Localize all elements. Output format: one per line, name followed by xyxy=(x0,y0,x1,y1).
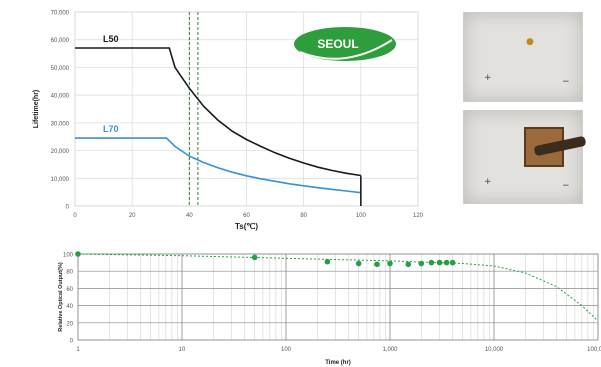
plus-marker-icon: + xyxy=(484,177,492,187)
series-label-l70: L70 xyxy=(103,124,119,134)
data-point xyxy=(251,254,258,261)
x-tick-label: 100,000 xyxy=(587,347,601,353)
led-sample-photo-top: ● + − xyxy=(463,12,583,102)
y-tick-label: 50,000 xyxy=(51,66,70,72)
x-tick-label: 1,000 xyxy=(382,347,398,353)
y-tick-label: 40,000 xyxy=(51,94,70,100)
x-tick-label: 1 xyxy=(76,347,80,353)
y-tick-label: 20,000 xyxy=(51,149,70,155)
data-point xyxy=(443,259,450,266)
led-dot-icon: ● xyxy=(526,37,534,47)
seoul-logo-text: SEOUL xyxy=(317,37,358,51)
x-tick-label: 10 xyxy=(179,347,186,353)
minus-marker-icon: − xyxy=(562,77,570,87)
minus-marker-icon: − xyxy=(562,181,570,191)
x-tick-label: 60 xyxy=(243,213,250,219)
series-label-l50: L50 xyxy=(103,34,119,44)
trend-line xyxy=(77,253,599,322)
y-axis-title-2: Relative Optical Output(%) xyxy=(58,262,64,332)
data-point xyxy=(449,259,456,266)
x-axis-title-1: Ts(℃) xyxy=(235,222,258,231)
data-point xyxy=(374,261,380,268)
y-tick-label: 60,000 xyxy=(51,38,70,44)
x-tick-label: 0 xyxy=(73,213,77,219)
y-tick-label: 20 xyxy=(66,321,73,327)
data-point xyxy=(324,258,331,265)
y-tick-label: 0 xyxy=(70,339,74,345)
y-tick-label: 70,000 xyxy=(51,11,70,17)
x-tick-label: 100 xyxy=(281,347,292,353)
series-line-l70 xyxy=(75,137,361,194)
data-point xyxy=(75,251,81,257)
x-tick-label: 10,000 xyxy=(485,347,504,353)
x-tick-label: 100 xyxy=(356,213,367,219)
y-tick-label: 100 xyxy=(63,253,74,259)
data-point xyxy=(436,259,443,266)
x-tick-label: 80 xyxy=(300,213,307,219)
seoul-logo-icon xyxy=(294,27,396,61)
data-point xyxy=(418,260,425,267)
x-axis-title-2: Time (hr) xyxy=(325,360,351,366)
data-point xyxy=(387,260,393,267)
x-tick-label: 40 xyxy=(186,213,193,219)
y-tick-label: 30,000 xyxy=(51,121,70,127)
series-line-l50 xyxy=(75,47,361,177)
data-point xyxy=(355,260,362,267)
plus-marker-icon: + xyxy=(484,73,492,83)
x-tick-label: 120 xyxy=(413,213,424,219)
led-sample-photo-probe: + − xyxy=(463,110,587,204)
y-tick-label: 0 xyxy=(66,205,70,211)
y-tick-label: 40 xyxy=(66,304,73,310)
y-tick-label: 60 xyxy=(66,287,73,293)
y-tick-label: 80 xyxy=(66,270,73,276)
data-point xyxy=(405,261,412,268)
y-tick-label: 10,000 xyxy=(51,177,70,183)
x-tick-label: 20 xyxy=(129,213,136,219)
seoul-logo-swoosh-icon xyxy=(299,39,393,60)
data-point xyxy=(428,259,435,266)
y-axis-title-1: Lifetime(hr) xyxy=(33,90,40,129)
plot-area-2 xyxy=(77,253,599,341)
